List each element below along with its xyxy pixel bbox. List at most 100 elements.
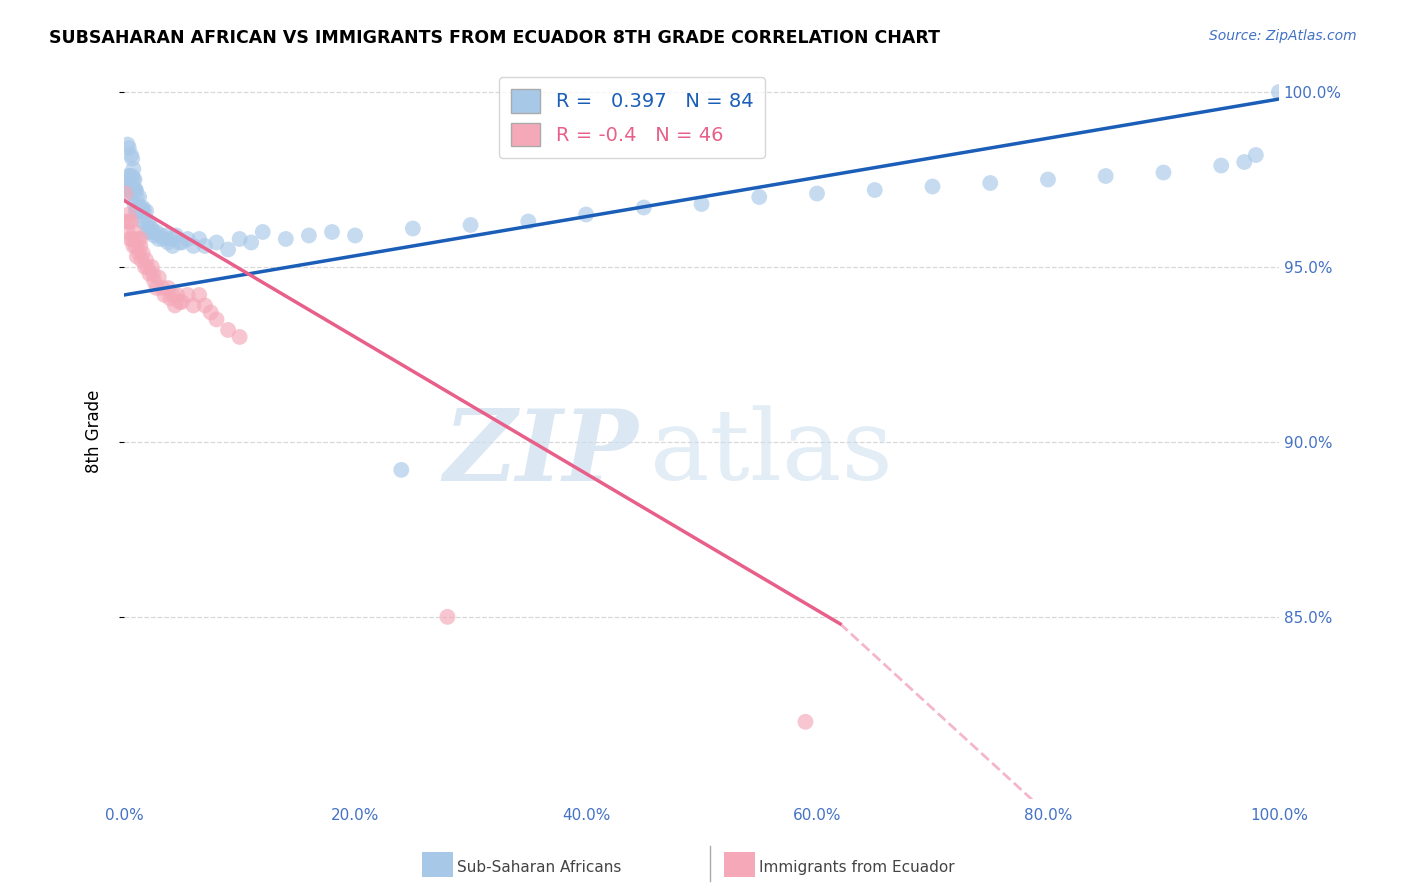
Point (131, 246, 153, 260)
Point (125, 183, 148, 197)
Text: atlas: atlas (650, 406, 893, 501)
Point (156, 281, 179, 295)
Point (128, 246, 150, 260)
Point (143, 228, 166, 243)
Point (125, 239, 148, 253)
Point (166, 288, 188, 302)
Text: Sub-Saharan Africans: Sub-Saharan Africans (457, 860, 621, 874)
Point (122, 239, 145, 253)
Point (121, 152, 143, 166)
Point (117, 225, 139, 239)
Point (921, 179, 943, 194)
Point (141, 260, 163, 274)
Point (163, 298, 186, 312)
Point (128, 201, 150, 215)
Point (165, 228, 187, 243)
Point (132, 204, 155, 219)
Point (169, 295, 191, 310)
Point (748, 190, 770, 204)
Point (806, 186, 828, 201)
Point (575, 207, 598, 221)
Point (1211, 159, 1233, 173)
Point (159, 292, 181, 306)
Point (162, 239, 184, 253)
Point (121, 183, 143, 197)
Point (142, 225, 165, 239)
Point (117, 137, 139, 152)
Point (136, 260, 159, 274)
Point (118, 207, 141, 221)
Point (122, 183, 145, 197)
Point (135, 252, 157, 267)
Point (194, 239, 217, 253)
Point (122, 161, 145, 176)
Point (124, 225, 146, 239)
Point (141, 221, 163, 235)
Point (170, 235, 193, 250)
Point (127, 232, 149, 246)
Point (402, 221, 425, 235)
Point (170, 295, 193, 310)
Point (121, 169, 143, 183)
Point (274, 232, 297, 246)
Point (252, 225, 274, 239)
Point (124, 197, 146, 211)
Point (633, 201, 655, 215)
Point (134, 260, 156, 274)
Point (200, 305, 222, 319)
Point (122, 172, 145, 186)
Point (1233, 155, 1256, 169)
Text: ZIP: ZIP (443, 405, 638, 501)
Point (138, 221, 160, 235)
Point (131, 201, 153, 215)
Point (128, 190, 150, 204)
Point (155, 228, 177, 243)
Point (460, 218, 482, 232)
Point (169, 235, 191, 250)
Point (138, 267, 160, 281)
Point (176, 232, 198, 246)
Point (183, 239, 205, 253)
Point (148, 270, 170, 285)
Point (240, 235, 263, 250)
Point (176, 288, 198, 302)
Point (142, 267, 165, 281)
Point (118, 214, 141, 228)
Point (188, 232, 211, 246)
Point (1244, 148, 1267, 162)
Point (115, 176, 138, 190)
Point (120, 148, 142, 162)
Point (145, 225, 167, 239)
Point (321, 225, 343, 239)
Point (131, 214, 153, 228)
Point (1152, 165, 1174, 179)
Point (389, 463, 412, 477)
Point (794, 714, 817, 729)
Point (979, 176, 1001, 190)
Point (436, 610, 458, 624)
Point (298, 228, 321, 243)
Point (120, 214, 142, 228)
Point (118, 183, 141, 197)
Point (153, 288, 176, 302)
Point (124, 172, 146, 186)
Point (125, 204, 148, 219)
Point (131, 204, 153, 219)
Point (228, 330, 250, 344)
Point (156, 235, 179, 250)
Point (145, 281, 167, 295)
Point (125, 204, 148, 219)
Point (150, 228, 173, 243)
Point (117, 176, 139, 190)
Point (150, 281, 173, 295)
Point (125, 190, 148, 204)
Point (118, 141, 141, 155)
Point (143, 274, 166, 288)
Point (690, 197, 713, 211)
Point (134, 214, 156, 228)
Point (148, 232, 170, 246)
Point (205, 312, 228, 326)
Point (127, 204, 149, 219)
Point (194, 298, 217, 312)
Legend: R =   0.397   N = 84, R = -0.4   N = 46: R = 0.397 N = 84, R = -0.4 N = 46 (499, 78, 765, 158)
